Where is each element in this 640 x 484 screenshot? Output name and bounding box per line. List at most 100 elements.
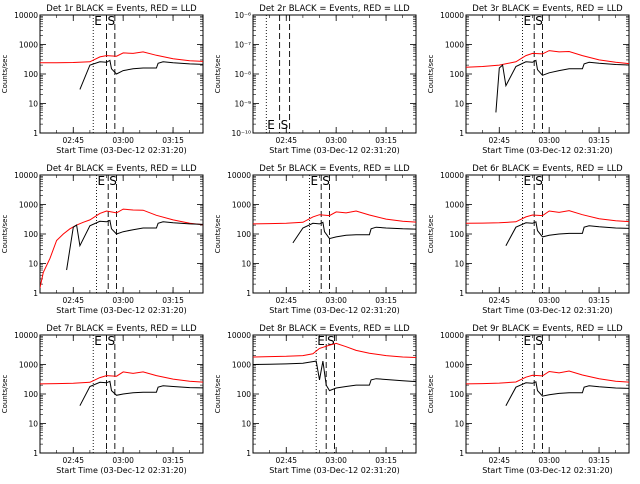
x-tick-label: 03:00 [112,456,134,465]
y-axis-label: Counts/sec [427,215,435,254]
x-tick-label: 02:45 [62,296,84,305]
series-line-events [79,59,203,90]
series-line-events [505,221,629,246]
y-tick-label: 10 [454,260,464,269]
y-tick-label: 1 [246,289,251,298]
series-line-events [505,381,629,406]
x-axis-label: Start Time (03-Dec-12 02:31:20) [482,146,613,155]
series-line-lld [466,370,629,385]
y-tick-label: 10 [454,100,464,109]
series-line-lld [40,371,203,385]
y-tick-label: 1 [33,129,38,138]
marker-label: E [524,174,532,188]
x-axis-label: Start Time (03-Dec-12 02:31:20) [56,146,187,155]
x-tick-label: 03:00 [538,136,560,145]
y-tick-label: 100 [450,230,465,239]
panel-title: Det 2r BLACK = Events, RED = LLD [259,4,410,14]
marker-label: E [524,14,532,28]
x-tick-label: 03:15 [588,296,610,305]
panel-title: Det 5r BLACK = Events, RED = LLD [259,164,410,174]
x-tick-label: 03:15 [162,456,184,465]
x-tick-label: 03:00 [325,296,347,305]
panel-det-9: Det 9r BLACK = Events, RED = LLD 1 10 100 10… [427,324,630,475]
y-tick-label: 10 [241,260,251,269]
x-tick-label: 02:45 [275,456,297,465]
marker-label: S [322,174,330,188]
y-tick-label: 100 [24,230,39,239]
panel-det-2: Det 2r BLACK = Events, RED = LLD 10⁻¹⁰ 10⁻… [214,4,417,155]
y-tick-label: 1000 [445,41,464,50]
x-axis-label: Start Time (03-Dec-12 02:31:20) [56,306,187,315]
panel-det-7: Det 7r BLACK = Events, RED = LLD 1 10 100 10… [1,324,204,475]
plot-frame [465,14,630,134]
y-tick-label: 10000 [14,171,38,180]
y-tick-label: 1 [246,449,251,458]
series-line-events [495,59,629,113]
y-tick-label: 1000 [19,361,38,370]
y-tick-label: 10⁻¹⁰ [231,129,251,138]
x-tick-label: 03:00 [112,136,134,145]
panel-title: Det 1r BLACK = Events, RED = LLD [46,4,197,14]
y-axis-label: Counts/sec [427,55,435,94]
y-tick-label: 10⁻⁹ [234,100,251,109]
series-line-lld [40,51,203,64]
y-tick-label: 10 [28,260,38,269]
y-tick-label: 10 [28,420,38,429]
y-tick-label: 1000 [445,361,464,370]
y-axis-label: Counts/sec [214,375,222,414]
y-tick-label: 1 [459,449,464,458]
marker-label: E [311,174,319,188]
panel-det-6: Det 6r BLACK = Events, RED = LLD 1 10 100 10… [427,164,630,315]
panel-title: Det 9r BLACK = Events, RED = LLD [472,324,623,334]
y-axis-label: Counts/sec [214,55,222,94]
y-tick-label: 1000 [232,201,251,210]
y-tick-label: 1 [33,449,38,458]
x-tick-label: 03:15 [162,296,184,305]
x-tick-label: 03:15 [588,136,610,145]
series-line-lld [253,210,416,225]
y-axis-label: Counts/sec [1,375,9,414]
y-tick-label: 10⁻⁷ [234,41,251,50]
panel-title: Det 3r BLACK = Events, RED = LLD [472,4,623,14]
y-tick-label: 10 [454,420,464,429]
panel-det-8: Det 8r BLACK = Events, RED = LLD 1 10 100 10… [214,324,417,475]
y-tick-label: 10000 [14,331,38,340]
x-tick-label: 02:45 [275,136,297,145]
y-tick-label: 100 [24,390,39,399]
series-group [466,370,629,406]
marker-label: E [524,334,532,348]
y-tick-label: 10000 [227,171,251,180]
x-axis-label: Start Time (03-Dec-12 02:31:20) [482,466,613,475]
marker-label: S [281,118,289,132]
x-tick-label: 03:00 [538,296,560,305]
x-axis-label: Start Time (03-Dec-12 02:31:20) [482,306,613,315]
x-tick-label: 03:15 [588,456,610,465]
y-axis-label: Counts/sec [1,215,9,254]
y-tick-label: 1 [459,129,464,138]
y-tick-label: 10⁻⁶ [234,11,251,20]
x-axis-label: Start Time (03-Dec-12 02:31:20) [269,466,400,475]
marker-label: E [317,334,325,348]
y-tick-label: 10 [28,100,38,109]
marker-label: S [535,334,543,348]
x-tick-label: 03:00 [112,296,134,305]
y-tick-label: 1 [459,289,464,298]
series-line-events [79,380,203,406]
series-group [466,50,629,113]
marker-label: S [535,14,543,28]
x-tick-label: 03:00 [325,136,347,145]
y-tick-label: 1000 [19,201,38,210]
panel-det-1: Det 1r BLACK = Events, RED = LLD 1 10 100 10… [1,4,204,155]
series-group [40,51,203,90]
marker-label: E [94,334,102,348]
marker-label: S [109,174,117,188]
y-tick-label: 10⁻⁸ [234,70,251,79]
plot-frame [39,174,204,294]
y-tick-label: 1000 [445,201,464,210]
y-tick-label: 100 [450,70,465,79]
x-tick-label: 03:15 [375,456,397,465]
y-tick-label: 100 [237,230,252,239]
y-axis-label: Counts/sec [427,375,435,414]
x-tick-label: 03:15 [375,136,397,145]
